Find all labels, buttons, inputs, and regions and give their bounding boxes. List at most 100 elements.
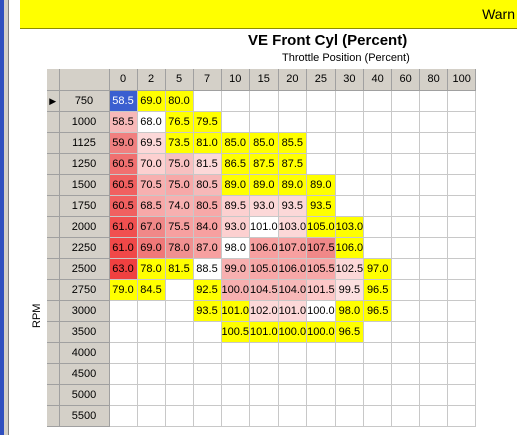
ve-cell[interactable] <box>335 342 365 364</box>
row-header-rpm[interactable]: 2000 <box>59 216 110 238</box>
ve-cell[interactable] <box>447 279 477 301</box>
ve-cell[interactable] <box>363 90 393 112</box>
ve-cell[interactable] <box>306 111 336 133</box>
ve-cell[interactable]: 99.0 <box>221 258 251 280</box>
ve-cell[interactable] <box>419 111 449 133</box>
ve-cell[interactable]: 85.0 <box>249 132 279 154</box>
ve-cell[interactable] <box>137 342 166 364</box>
ve-cell[interactable] <box>306 132 336 154</box>
ve-cell[interactable] <box>335 174 365 196</box>
ve-cell[interactable] <box>165 321 194 343</box>
ve-cell[interactable]: 107.0 <box>278 237 308 259</box>
ve-cell[interactable] <box>109 384 138 406</box>
ve-cell[interactable] <box>165 405 194 427</box>
ve-cell[interactable] <box>278 111 308 133</box>
row-header-rpm[interactable]: 1000 <box>59 111 110 133</box>
column-header-60[interactable]: 60 <box>391 69 421 91</box>
ve-cell[interactable] <box>419 195 449 217</box>
ve-cell[interactable]: 80.0 <box>165 90 194 112</box>
ve-cell[interactable] <box>391 153 421 175</box>
ve-cell[interactable] <box>447 216 477 238</box>
ve-cell[interactable] <box>363 153 393 175</box>
ve-cell[interactable]: 96.5 <box>363 279 393 301</box>
ve-cell[interactable] <box>363 195 393 217</box>
ve-cell[interactable] <box>137 321 166 343</box>
ve-cell[interactable] <box>278 342 308 364</box>
ve-cell[interactable] <box>278 384 308 406</box>
ve-cell[interactable]: 75.0 <box>165 153 194 175</box>
ve-cell[interactable] <box>391 342 421 364</box>
ve-cell[interactable] <box>391 363 421 385</box>
ve-cell[interactable] <box>335 405 365 427</box>
ve-cell[interactable]: 106.0 <box>335 237 365 259</box>
ve-cell[interactable]: 101.0 <box>278 300 308 322</box>
row-header-rpm[interactable]: 2250 <box>59 237 110 259</box>
ve-cell[interactable]: 87.0 <box>193 237 222 259</box>
column-header-15[interactable]: 15 <box>249 69 279 91</box>
ve-cell[interactable] <box>221 363 251 385</box>
row-header-rpm[interactable]: 1500 <box>59 174 110 196</box>
ve-cell[interactable] <box>137 405 166 427</box>
ve-cell[interactable]: 59.0 <box>109 132 138 154</box>
ve-cell[interactable] <box>193 384 222 406</box>
ve-cell[interactable] <box>193 342 222 364</box>
row-header-rpm[interactable]: 1250 <box>59 153 110 175</box>
ve-cell[interactable] <box>363 216 393 238</box>
ve-cell[interactable] <box>447 363 477 385</box>
ve-cell[interactable] <box>447 132 477 154</box>
ve-cell[interactable] <box>391 195 421 217</box>
ve-cell[interactable] <box>419 342 449 364</box>
row-header-rpm[interactable]: 3500 <box>59 321 110 343</box>
ve-cell[interactable]: 80.5 <box>193 174 222 196</box>
row-header-rpm[interactable]: 750 <box>59 90 110 112</box>
ve-cell[interactable]: 100.5 <box>221 321 251 343</box>
ve-cell[interactable]: 79.0 <box>109 279 138 301</box>
ve-cell[interactable] <box>165 300 194 322</box>
ve-cell[interactable] <box>419 384 449 406</box>
ve-cell[interactable]: 70.0 <box>137 153 166 175</box>
ve-cell[interactable]: 104.5 <box>249 279 279 301</box>
ve-cell[interactable] <box>419 321 449 343</box>
ve-cell[interactable] <box>419 363 449 385</box>
ve-cell[interactable]: 101.0 <box>249 216 279 238</box>
ve-cell[interactable] <box>137 363 166 385</box>
ve-cell[interactable] <box>447 195 477 217</box>
ve-cell[interactable]: 75.5 <box>165 216 194 238</box>
ve-cell[interactable] <box>363 405 393 427</box>
ve-cell[interactable]: 92.5 <box>193 279 222 301</box>
ve-cell[interactable]: 86.5 <box>221 153 251 175</box>
ve-cell[interactable] <box>447 111 477 133</box>
ve-cell[interactable] <box>335 384 365 406</box>
row-header-rpm[interactable]: 5500 <box>59 405 110 427</box>
ve-cell[interactable] <box>221 90 251 112</box>
ve-cell[interactable] <box>165 279 194 301</box>
ve-cell[interactable] <box>419 300 449 322</box>
ve-cell[interactable]: 81.5 <box>193 153 222 175</box>
ve-cell[interactable] <box>391 321 421 343</box>
column-header-100[interactable]: 100 <box>447 69 477 91</box>
column-header-0[interactable]: 0 <box>109 69 138 91</box>
ve-cell[interactable] <box>419 132 449 154</box>
ve-cell[interactable]: 106.0 <box>249 237 279 259</box>
ve-cell[interactable]: 89.0 <box>221 174 251 196</box>
ve-cell[interactable] <box>306 90 336 112</box>
ve-cell[interactable] <box>249 363 279 385</box>
ve-cell[interactable] <box>363 111 393 133</box>
ve-cell[interactable] <box>363 342 393 364</box>
ve-cell[interactable]: 69.5 <box>137 132 166 154</box>
ve-cell[interactable] <box>419 405 449 427</box>
ve-cell[interactable] <box>363 363 393 385</box>
ve-cell[interactable] <box>363 174 393 196</box>
ve-cell[interactable] <box>335 195 365 217</box>
ve-cell[interactable]: 89.0 <box>306 174 336 196</box>
ve-cell[interactable] <box>391 132 421 154</box>
ve-cell[interactable]: 85.5 <box>278 132 308 154</box>
ve-cell[interactable]: 101.0 <box>221 300 251 322</box>
ve-cell[interactable]: 104.0 <box>278 279 308 301</box>
ve-cell[interactable]: 68.0 <box>137 111 166 133</box>
ve-cell[interactable] <box>249 405 279 427</box>
ve-cell[interactable]: 103.0 <box>278 216 308 238</box>
ve-cell[interactable] <box>419 216 449 238</box>
ve-cell[interactable] <box>193 405 222 427</box>
ve-cell[interactable] <box>335 90 365 112</box>
